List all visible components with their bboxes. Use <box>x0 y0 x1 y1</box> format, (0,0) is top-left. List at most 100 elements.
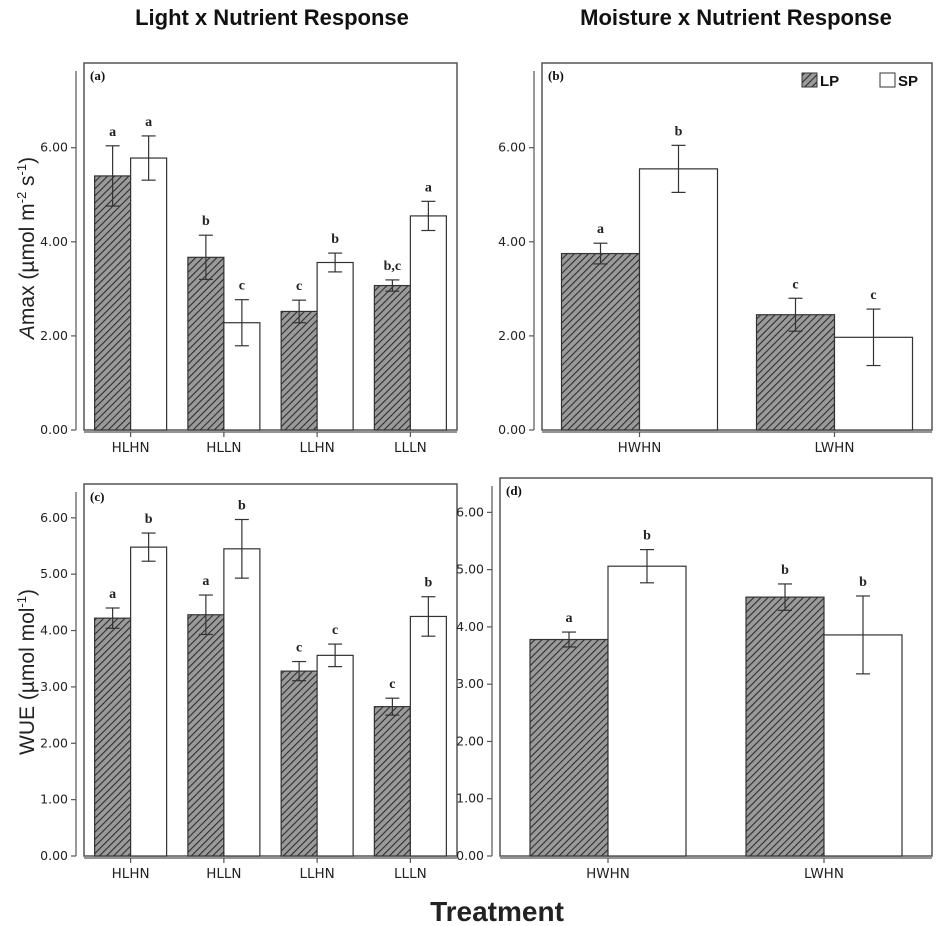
bar-lp <box>187 256 225 431</box>
legend-swatch-sp <box>879 72 896 88</box>
plot-frame <box>499 477 933 857</box>
y-axis-title-wue-end: ) <box>16 589 39 596</box>
y-tick-label: 3.00 <box>40 679 68 694</box>
y-tick-label: 6.00 <box>40 510 68 525</box>
column-title-moisture: Moisture x Nutrient Response <box>580 5 892 30</box>
plot-frame <box>83 483 458 857</box>
panel-letter: (d) <box>506 483 522 498</box>
bar-sp <box>130 546 168 857</box>
y-tick-label: 5.00 <box>40 566 68 581</box>
significance-label: b <box>781 563 789 578</box>
column-title-light: Light x Nutrient Response <box>135 5 409 30</box>
significance-label: c <box>296 279 302 294</box>
significance-label: b <box>643 529 651 544</box>
y-tick-label: 6.00 <box>498 140 526 155</box>
x-tick-label: LLLN <box>394 440 427 456</box>
y-tick-label: 0.00 <box>40 848 68 863</box>
y-tick-label: 6.00 <box>456 504 484 519</box>
y-tick-label: 2.00 <box>40 328 68 343</box>
x-tick-label: HLLN <box>206 440 241 456</box>
panel-letter: (c) <box>90 489 104 504</box>
panel-b: (b) 0.00 2.00 4.00 6.00 HWHN a b LWHN c c <box>498 62 933 456</box>
bar-lp <box>94 175 132 431</box>
significance-label: b <box>424 576 432 591</box>
x-tick-label: HLHN <box>112 866 150 882</box>
bar-lp <box>280 670 318 857</box>
bar-lp <box>187 614 225 857</box>
significance-label: c <box>792 277 798 292</box>
bar-lp <box>373 284 411 431</box>
bar-lp <box>280 310 318 431</box>
significance-label: c <box>870 288 876 303</box>
significance-label: a <box>109 587 116 602</box>
x-tick-label: HLLN <box>206 866 241 882</box>
y-tick-label: 4.00 <box>498 234 526 249</box>
bar-sp <box>607 565 687 857</box>
y-axis-title-wue-text: WUE (µmol mol <box>16 608 39 755</box>
significance-label: a <box>597 222 604 237</box>
bar-sp <box>316 261 354 431</box>
significance-label: c <box>332 623 338 638</box>
y-tick-label: 2.00 <box>498 328 526 343</box>
significance-label: b <box>202 214 210 229</box>
bar-sp <box>130 157 168 431</box>
panel-letter: (b) <box>548 68 564 83</box>
significance-label: a <box>202 574 209 589</box>
bar-lp <box>94 617 132 857</box>
y-tick-label: 5.00 <box>456 562 484 577</box>
bar-sp <box>223 548 261 857</box>
bar-lp <box>755 314 836 431</box>
bar-sp <box>638 168 719 431</box>
y-axis-title-amax: Amax (µmol m-2 s-1) <box>14 157 39 341</box>
y-tick-label: 2.00 <box>456 733 484 748</box>
y-axis-title-amax-italic: A <box>16 325 39 341</box>
significance-label: c <box>239 279 245 294</box>
y-tick-label: 0.00 <box>456 848 484 863</box>
y-tick-label: 1.00 <box>456 791 484 806</box>
significance-label: a <box>109 125 116 140</box>
bar-lp <box>373 706 411 857</box>
bar-lp <box>745 596 825 857</box>
plot-frame <box>83 62 458 431</box>
y-tick-label: 0.00 <box>498 422 526 437</box>
y-tick-label: 2.00 <box>40 735 68 750</box>
panel-d: (d) 0.00 1.00 2.00 3.00 4.00 5.00 6.00 HWHN a b LWH… <box>456 477 933 882</box>
plot-frame <box>541 62 933 431</box>
significance-label: b,c <box>384 259 402 274</box>
x-tick-label: LLHN <box>299 440 334 456</box>
y-tick-label: 4.00 <box>456 619 484 634</box>
bar-sp <box>409 215 447 431</box>
panel-a: (a) 0.00 2.00 4.00 6.00 HLHN a a HLLN b c LLHN c b LLL… <box>40 62 458 456</box>
y-tick-label: 1.00 <box>40 792 68 807</box>
significance-label: b <box>238 499 246 514</box>
bar-lp <box>560 252 641 431</box>
x-tick-label: LWHN <box>815 440 855 456</box>
y-axis-title-amax-sup1: -2 <box>14 192 29 204</box>
significance-label: b <box>331 232 339 247</box>
significance-label: c <box>389 677 395 692</box>
significance-label: a <box>425 180 432 195</box>
legend: LP SP <box>801 72 918 90</box>
x-tick-label: HWHN <box>586 866 630 882</box>
bar-sp <box>316 654 354 857</box>
y-axis-title-wue-sup: -1 <box>14 596 29 608</box>
significance-label: a <box>145 115 152 130</box>
x-tick-label: LLHN <box>299 866 334 882</box>
x-tick-label: LLLN <box>394 866 427 882</box>
x-tick-label: LWHN <box>804 866 844 882</box>
legend-label-sp: SP <box>898 73 918 90</box>
significance-label: b <box>675 124 683 139</box>
significance-label: c <box>296 641 302 656</box>
legend-label-lp: LP <box>820 73 839 90</box>
significance-label: a <box>566 611 573 626</box>
panel-c: (c) 0.00 1.00 2.00 3.00 4.00 5.00 6.00 HLHN a b HLL… <box>40 483 458 882</box>
panel-letter: (a) <box>90 68 105 83</box>
significance-label: b <box>145 512 153 527</box>
legend-swatch-lp <box>801 72 818 88</box>
y-tick-label: 4.00 <box>40 234 68 249</box>
y-axis-title-amax-end: ) <box>16 157 39 164</box>
bar-lp <box>529 638 609 857</box>
x-axis-title: Treatment <box>430 896 564 926</box>
bar-sp <box>409 615 447 857</box>
